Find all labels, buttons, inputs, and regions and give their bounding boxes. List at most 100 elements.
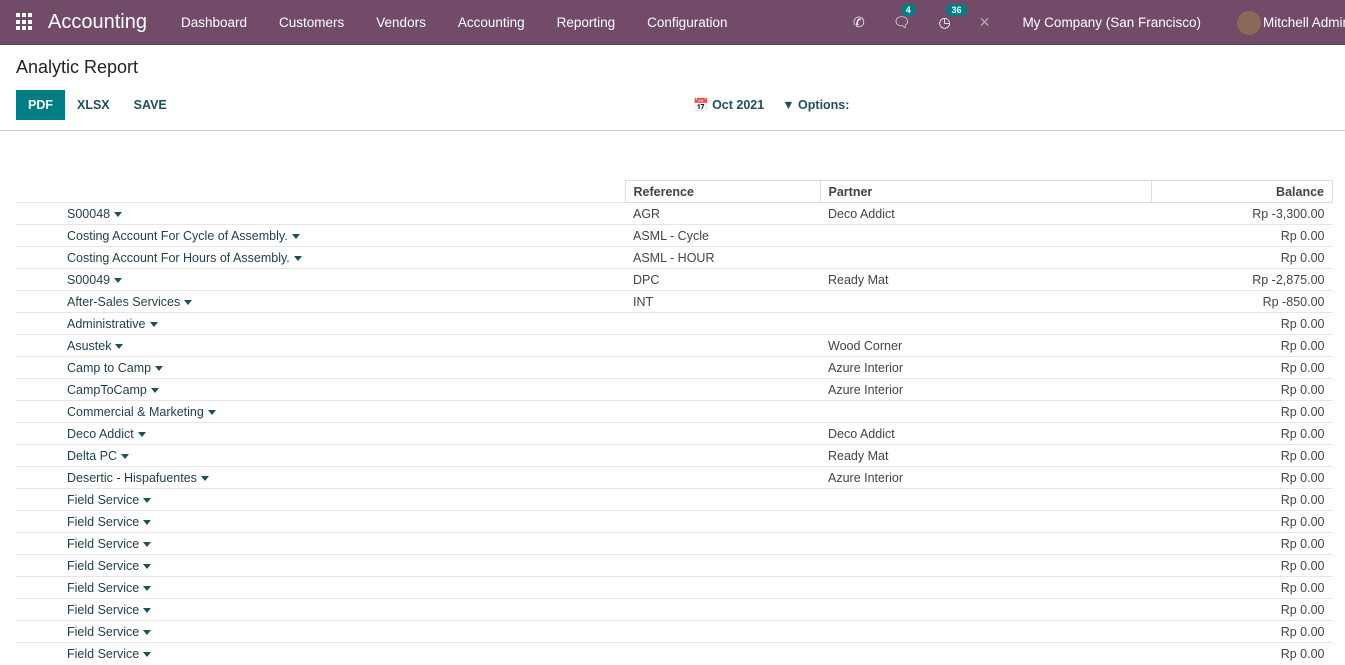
caret-down-icon[interactable] — [143, 541, 152, 547]
xlsx-button[interactable]: XLSX — [65, 90, 122, 120]
table-row: S00048 AGR Deco Addict Rp -3,300.00 — [16, 202, 1333, 225]
activities-icon[interactable]: ◷ 36 — [938, 4, 967, 31]
analytic-report-table: Reference Partner Balance S00048 AGR Dec… — [16, 180, 1333, 665]
menu-dashboard[interactable]: Dashboard — [180, 14, 248, 30]
account-name[interactable]: Field Service — [16, 642, 625, 665]
caret-down-icon[interactable] — [143, 585, 152, 591]
account-name[interactable]: CampToCamp — [16, 378, 625, 401]
header-partner: Partner — [819, 180, 1152, 203]
reference-cell — [625, 378, 820, 401]
account-label: Commercial & Marketing — [67, 404, 204, 419]
caret-down-icon[interactable] — [149, 321, 158, 327]
menu-reporting[interactable]: Reporting — [556, 14, 616, 30]
messages-icon[interactable]: 🗨 4 — [893, 4, 916, 31]
company-switcher[interactable]: My Company (San Francisco) — [1022, 15, 1201, 30]
caret-down-icon[interactable] — [143, 519, 152, 525]
caret-down-icon[interactable] — [200, 475, 209, 481]
account-name[interactable]: Field Service — [16, 576, 625, 599]
account-label: Administrative — [67, 316, 146, 331]
balance-cell: Rp 0.00 — [1151, 642, 1333, 665]
table-row: Field Service Rp 0.00 — [16, 620, 1333, 643]
account-name[interactable]: Costing Account For Hours of Assembly. — [16, 246, 625, 269]
table-row: Desertic - Hispafuentes Azure Interior R… — [16, 466, 1333, 489]
account-name[interactable]: Field Service — [16, 532, 625, 555]
partner-cell: Deco Addict — [820, 422, 1151, 445]
activities-badge: 36 — [946, 4, 967, 16]
account-label: Field Service — [67, 514, 140, 529]
caret-down-icon[interactable] — [184, 299, 193, 305]
partner-cell — [820, 620, 1151, 643]
account-name[interactable]: Deco Addict — [16, 422, 625, 445]
options-filter[interactable]: ▼ Options: — [782, 98, 849, 113]
apps-menu-icon[interactable] — [16, 13, 34, 31]
date-filter[interactable]: 📅 Oct 2021 — [693, 98, 764, 113]
reference-cell — [625, 334, 820, 357]
reference-cell — [625, 400, 820, 423]
partner-cell — [820, 400, 1151, 423]
caret-down-icon[interactable] — [143, 629, 152, 635]
caret-down-icon[interactable] — [115, 343, 124, 349]
account-name[interactable]: Field Service — [16, 598, 625, 621]
menu-vendors[interactable]: Vendors — [376, 14, 426, 30]
account-name[interactable]: Field Service — [16, 510, 625, 533]
account-name[interactable]: Field Service — [16, 554, 625, 577]
caret-down-icon[interactable] — [291, 233, 300, 239]
user-menu[interactable]: Mitchell Admin — [1263, 15, 1345, 30]
account-name[interactable]: Commercial & Marketing — [16, 400, 625, 423]
app-brand[interactable]: Accounting — [48, 10, 147, 33]
account-name[interactable]: After-Sales Services — [16, 290, 625, 313]
caret-down-icon[interactable] — [293, 255, 302, 261]
header-balance: Balance — [1150, 180, 1333, 203]
reference-cell: ASML - Cycle — [625, 224, 820, 247]
table-row: Field Service Rp 0.00 — [16, 576, 1333, 599]
caret-down-icon[interactable] — [150, 387, 159, 393]
caret-down-icon[interactable] — [114, 277, 123, 283]
caret-down-icon[interactable] — [114, 211, 123, 217]
messages-badge: 4 — [900, 4, 916, 16]
caret-down-icon[interactable] — [143, 607, 152, 613]
menu-configuration[interactable]: Configuration — [647, 14, 728, 30]
reference-cell — [625, 510, 820, 533]
account-label: Field Service — [67, 602, 140, 617]
account-name[interactable]: Field Service — [16, 488, 625, 511]
reference-cell — [625, 554, 820, 577]
table-row: Field Service Rp 0.00 — [16, 532, 1333, 555]
account-name[interactable]: S00048 — [16, 202, 625, 225]
balance-cell: Rp 0.00 — [1151, 400, 1333, 423]
reference-cell — [625, 642, 820, 665]
caret-down-icon[interactable] — [143, 651, 152, 657]
account-name[interactable]: Field Service — [16, 620, 625, 643]
reference-cell — [625, 312, 820, 335]
account-name[interactable]: S00049 — [16, 268, 625, 291]
account-name[interactable]: Desertic - Hispafuentes — [16, 466, 625, 489]
menu-accounting[interactable]: Accounting — [457, 14, 525, 30]
pdf-button[interactable]: PDF — [16, 90, 65, 120]
phone-icon[interactable]: ✆ — [852, 14, 865, 30]
reference-cell — [625, 532, 820, 555]
menu-customers[interactable]: Customers — [279, 14, 345, 30]
balance-cell: Rp 0.00 — [1151, 576, 1333, 599]
caret-down-icon[interactable] — [143, 563, 152, 569]
account-name[interactable]: Administrative — [16, 312, 625, 335]
account-name[interactable]: Delta PC — [16, 444, 625, 467]
caret-down-icon[interactable] — [121, 453, 130, 459]
account-name[interactable]: Costing Account For Cycle of Assembly. — [16, 224, 625, 247]
header-reference: Reference — [624, 180, 821, 203]
balance-cell: Rp 0.00 — [1151, 466, 1333, 489]
caret-down-icon[interactable] — [207, 409, 216, 415]
balance-cell: Rp 0.00 — [1151, 378, 1333, 401]
avatar[interactable] — [1237, 10, 1261, 35]
caret-down-icon[interactable] — [155, 365, 164, 371]
account-label: S00049 — [67, 272, 111, 287]
table-row: S00049 DPC Ready Mat Rp -2,875.00 — [16, 268, 1333, 291]
account-name[interactable]: Asustek — [16, 334, 625, 357]
partner-cell — [820, 246, 1151, 269]
caret-down-icon[interactable] — [143, 497, 152, 503]
account-name[interactable]: Camp to Camp — [16, 356, 625, 379]
caret-down-icon[interactable] — [137, 431, 146, 437]
table-row: Field Service Rp 0.00 — [16, 554, 1333, 577]
tools-icon[interactable]: ✕ — [978, 14, 991, 30]
balance-cell: Rp 0.00 — [1151, 620, 1333, 643]
save-button[interactable]: SAVE — [122, 90, 179, 120]
balance-cell: Rp 0.00 — [1151, 422, 1333, 445]
